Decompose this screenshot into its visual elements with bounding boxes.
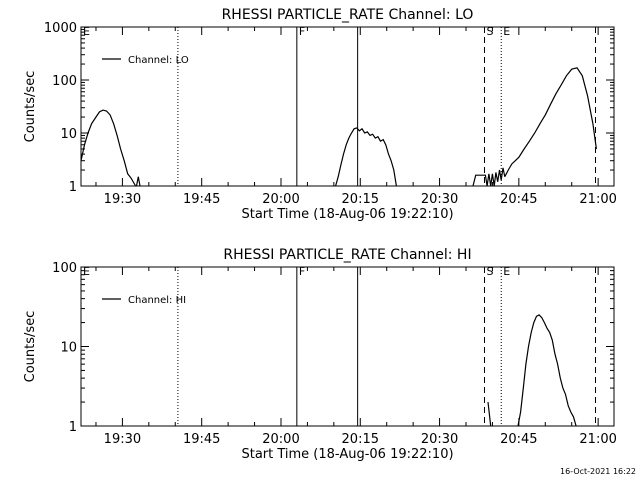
x-axis-label: Start Time (18-Aug-06 19:22:10): [241, 447, 453, 462]
x-tick-label: 21:00: [579, 192, 616, 207]
event-marker-label: S: [486, 265, 493, 278]
x-tick-label: 19:30: [104, 432, 141, 447]
y-axis-label: Counts/sec: [23, 311, 38, 383]
y-tick-label: 10: [60, 127, 77, 142]
x-tick-label: 19:30: [104, 192, 141, 207]
event-marker-label: F: [299, 25, 305, 38]
x-tick-label: 20:45: [500, 192, 537, 207]
event-marker-label: S: [486, 25, 493, 38]
x-tick-label: 20:15: [342, 192, 379, 207]
series-line-segment: [472, 167, 506, 187]
series-line-segment: [80, 109, 137, 187]
y-tick-label: 1: [69, 180, 77, 195]
x-tick-label: 20:45: [500, 432, 537, 447]
x-tick-label: 20:00: [262, 432, 299, 447]
event-marker-label: E: [503, 25, 510, 38]
series-line-segment: [135, 176, 141, 187]
x-tick-label: 21:00: [579, 432, 616, 447]
panel-lo: RHESSI PARTICLE_RATE Channel: LO 19:30 19:…: [23, 7, 617, 222]
x-tick-label: 19:45: [183, 432, 220, 447]
x-tick-label: 19:45: [183, 192, 220, 207]
series-line-segment: [335, 127, 397, 187]
x-tick-label: 20:30: [421, 432, 458, 447]
x-axis-label: Start Time (18-Aug-06 19:22:10): [241, 207, 453, 222]
event-marker-label: E: [83, 265, 90, 278]
x-tick-label: 20:00: [262, 192, 299, 207]
y-tick-label: 1000: [44, 21, 77, 36]
x-tick-label: 20:15: [342, 432, 379, 447]
legend-label: Channel: LO: [128, 55, 189, 66]
plot-frame: [80, 266, 615, 427]
y-tick-label: 100: [52, 261, 77, 276]
y-tick-label: 10: [60, 341, 77, 356]
series-line-segment: [504, 67, 597, 177]
y-axis-label: Counts/sec: [23, 71, 38, 143]
y-tick-label: 100: [52, 74, 77, 89]
event-marker-label: F: [299, 265, 305, 278]
footer-date: 16-Oct-2021 16:22: [560, 467, 636, 476]
legend-label: Channel: HI: [128, 295, 186, 306]
series-line-segment: [517, 314, 577, 427]
panel-hi: RHESSI PARTICLE_RATE Channel: HI 19:30 19:…: [23, 247, 617, 462]
event-marker-label: E: [503, 265, 510, 278]
plot-frame: [80, 26, 615, 187]
y-tick-label: 1: [69, 420, 77, 435]
series-line-segment: [487, 402, 492, 427]
event-marker-label: E: [83, 25, 90, 38]
x-tick-label: 20:30: [421, 192, 458, 207]
chart-title: RHESSI PARTICLE_RATE Channel: LO: [222, 7, 474, 23]
chart-title: RHESSI PARTICLE_RATE Channel: HI: [223, 247, 471, 263]
